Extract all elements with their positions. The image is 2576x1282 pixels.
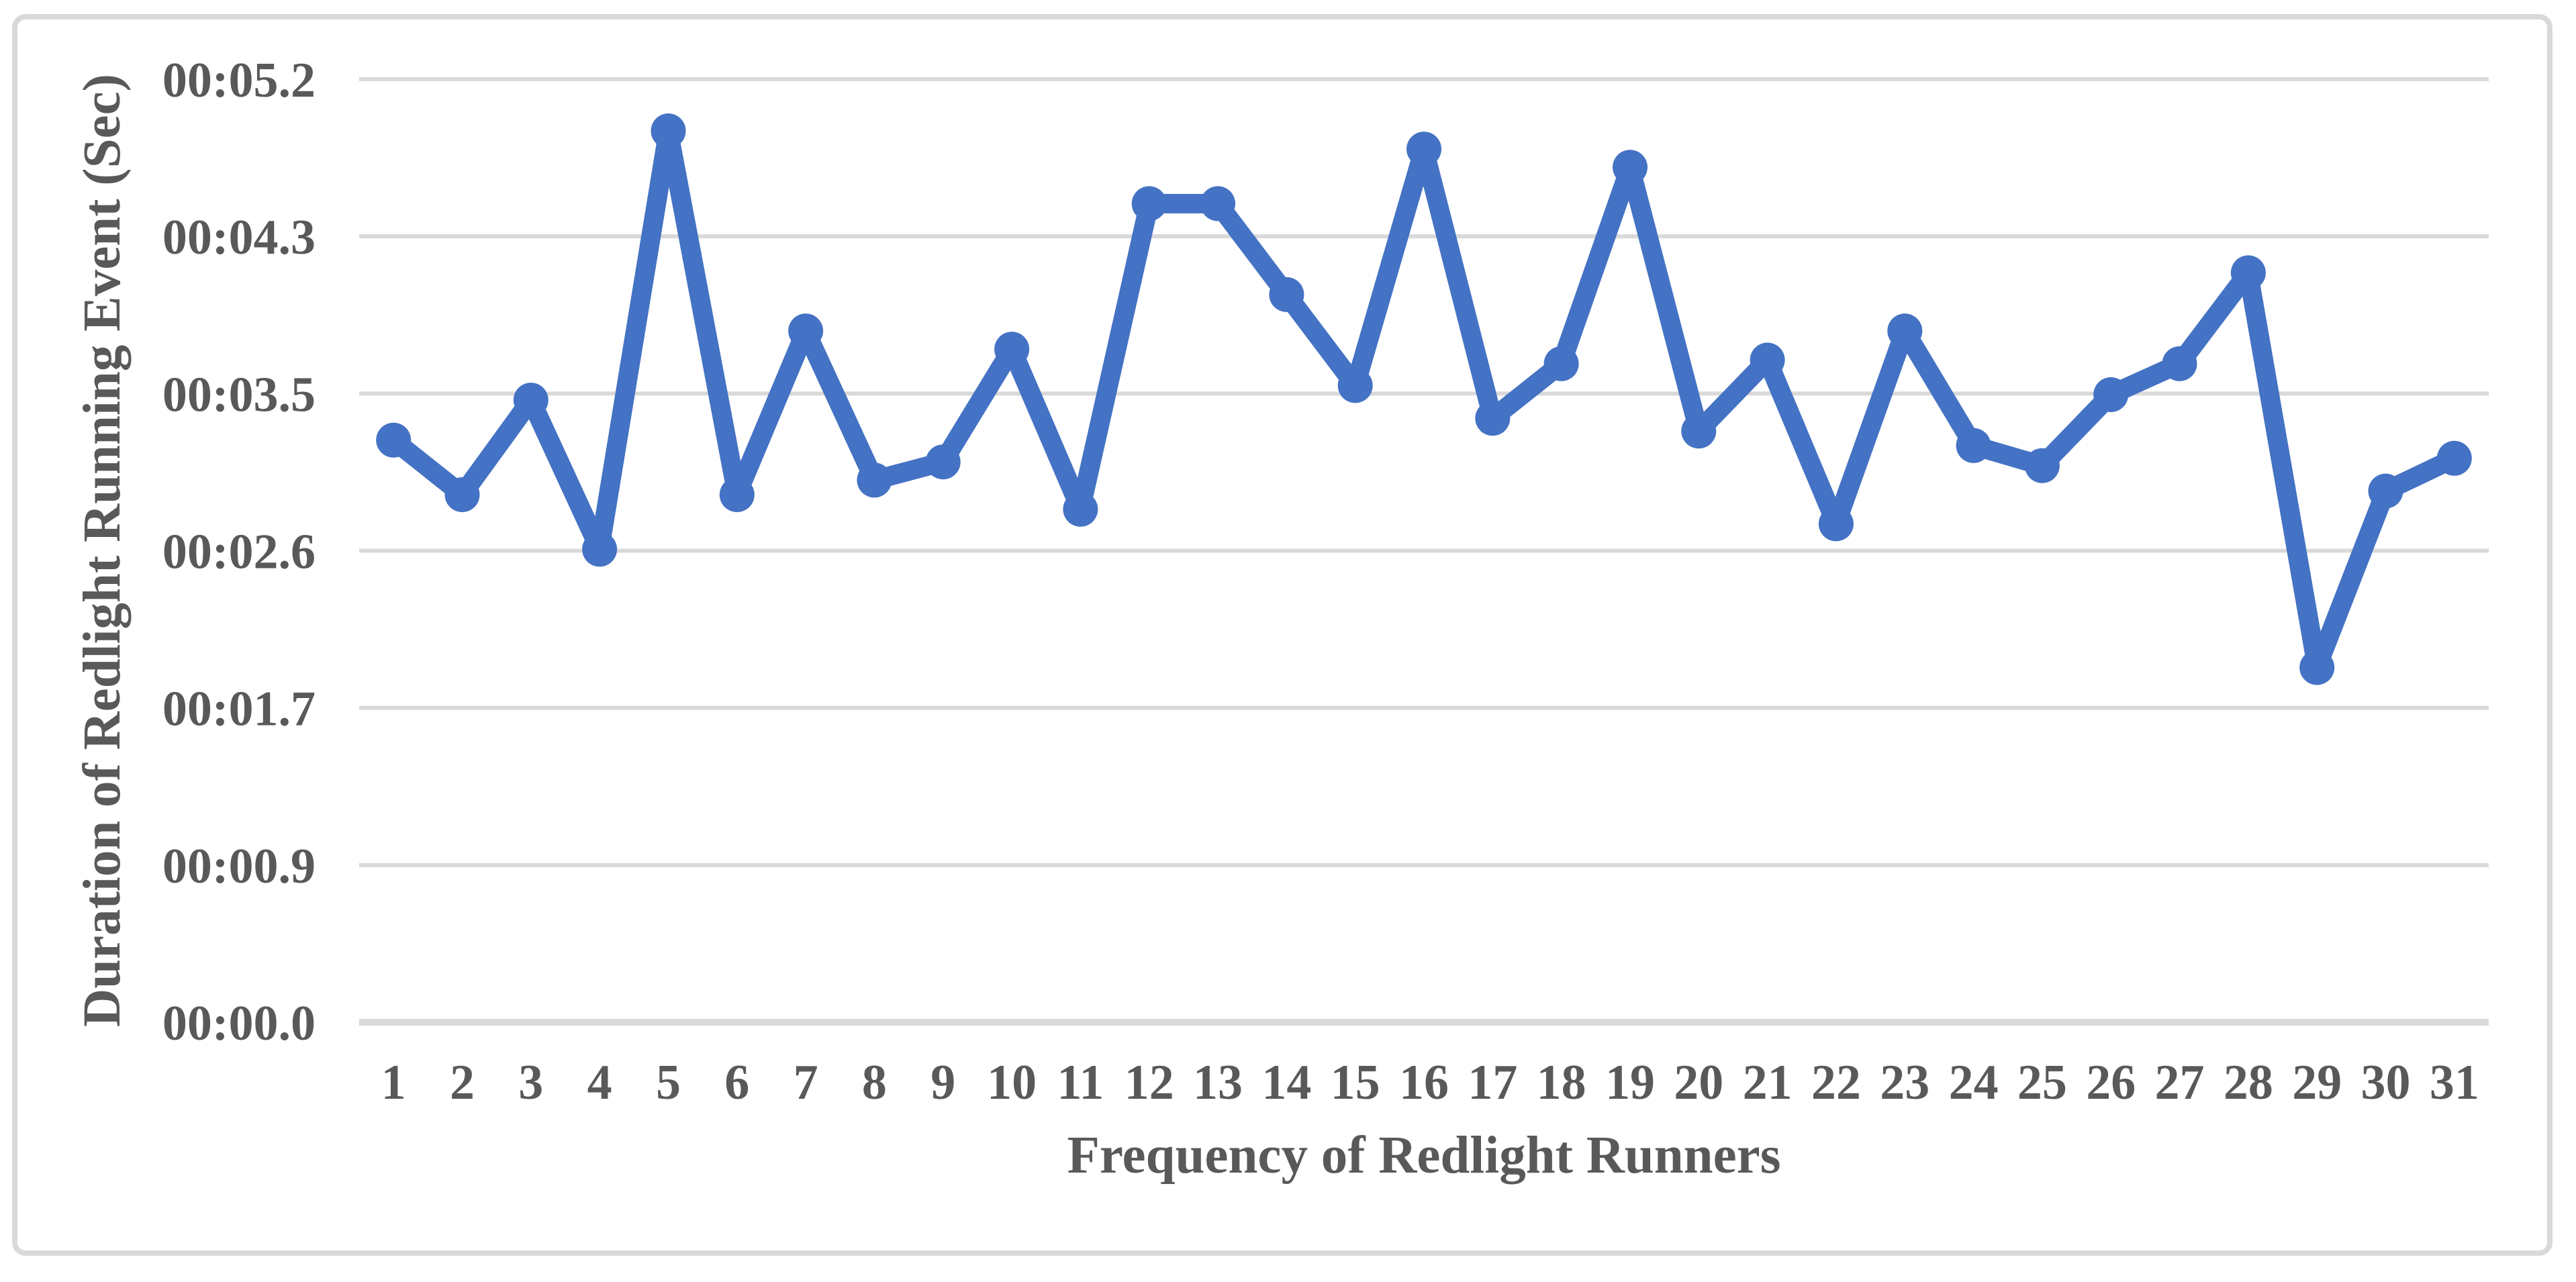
x-tick-label: 10	[987, 1055, 1037, 1110]
x-tick-label: 3	[518, 1055, 543, 1110]
x-tick-label: 21	[1743, 1055, 1793, 1110]
data-point-marker	[1956, 428, 1991, 463]
x-tick-label: 19	[1605, 1055, 1655, 1110]
x-tick-label: 30	[2361, 1055, 2411, 1110]
x-tick-label: 7	[794, 1055, 818, 1110]
line-series	[376, 113, 2472, 685]
x-tick-label: 4	[587, 1055, 612, 1110]
data-point-marker	[1613, 150, 1648, 185]
data-point-marker	[2436, 440, 2472, 476]
data-point-marker	[1750, 342, 1785, 378]
data-point-marker	[2024, 448, 2060, 483]
x-tick-label: 29	[2292, 1055, 2342, 1110]
gridlines	[359, 77, 2489, 1026]
y-tick-label: 00:03.5	[162, 367, 316, 422]
data-point-marker	[1406, 132, 1441, 167]
data-point-marker	[1543, 346, 1579, 381]
x-tick-label: 24	[1949, 1055, 1999, 1110]
x-axis-tick-labels: 1 2 3 4 5 6 7 8 9 10 11 12 13 14 15 16 17 18 19 20 21 22 23 24 2…	[381, 1055, 2479, 1110]
data-point-marker	[1887, 313, 1923, 349]
x-axis-title: Frequency of Redlight Runners	[1067, 1126, 1781, 1185]
x-tick-label: 14	[1261, 1055, 1311, 1110]
x-tick-label: 28	[2224, 1055, 2273, 1110]
x-tick-label: 17	[1468, 1055, 1517, 1110]
x-tick-label: 16	[1399, 1055, 1449, 1110]
y-tick-label: 00:01.7	[162, 682, 316, 737]
y-tick-label: 00:05.2	[162, 53, 316, 108]
data-point-marker	[788, 313, 824, 349]
data-point-marker	[1681, 413, 1717, 449]
x-tick-label: 2	[450, 1055, 475, 1110]
data-point-marker	[1131, 186, 1167, 221]
data-point-marker	[2299, 650, 2335, 685]
y-axis-tick-labels: 00:00.0 00:00.9 00:01.7 00:02.6 00:03.5 00:04…	[162, 53, 316, 1051]
data-point-marker	[2162, 346, 2197, 381]
data-point-marker	[1818, 506, 1854, 542]
x-tick-label: 5	[656, 1055, 681, 1110]
data-point-marker	[1063, 491, 1098, 527]
data-point-marker	[513, 383, 548, 418]
x-tick-label: 18	[1537, 1055, 1586, 1110]
data-point-marker	[376, 422, 412, 458]
data-point-marker	[1269, 277, 1304, 312]
x-tick-label: 6	[724, 1055, 749, 1110]
y-tick-label: 00:00.9	[162, 839, 316, 894]
x-tick-label: 22	[1811, 1055, 1861, 1110]
y-tick-label: 00:04.3	[162, 210, 316, 265]
data-point-marker	[651, 113, 686, 148]
x-tick-label: 23	[1880, 1055, 1929, 1110]
y-tick-label: 00:00.0	[162, 996, 316, 1051]
data-point-marker	[857, 462, 892, 498]
x-tick-label: 13	[1193, 1055, 1243, 1110]
y-axis-title: Duration of Redlight Running Event (Sec)	[73, 74, 132, 1027]
data-point-marker	[1200, 186, 1235, 221]
data-point-marker	[2230, 255, 2266, 291]
data-point-marker	[444, 477, 480, 512]
data-point-marker	[994, 332, 1030, 367]
y-tick-label: 00:02.6	[162, 525, 316, 580]
data-point-marker	[2368, 473, 2403, 509]
x-tick-label: 26	[2086, 1055, 2136, 1110]
data-point-marker	[582, 532, 618, 567]
x-tick-label: 25	[2017, 1055, 2067, 1110]
data-point-marker	[719, 477, 755, 512]
data-point-marker	[1337, 368, 1373, 403]
x-tick-label: 8	[862, 1055, 887, 1110]
data-point-marker	[2093, 377, 2129, 412]
x-tick-label: 11	[1057, 1055, 1104, 1110]
x-tick-label: 27	[2155, 1055, 2205, 1110]
x-tick-label: 12	[1125, 1055, 1174, 1110]
x-tick-label: 20	[1674, 1055, 1723, 1110]
data-point-marker	[925, 444, 961, 480]
x-tick-label: 9	[931, 1055, 955, 1110]
x-tick-label: 31	[2430, 1055, 2479, 1110]
x-tick-label: 15	[1331, 1055, 1380, 1110]
data-point-marker	[1475, 401, 1511, 436]
x-tick-label: 1	[381, 1055, 406, 1110]
